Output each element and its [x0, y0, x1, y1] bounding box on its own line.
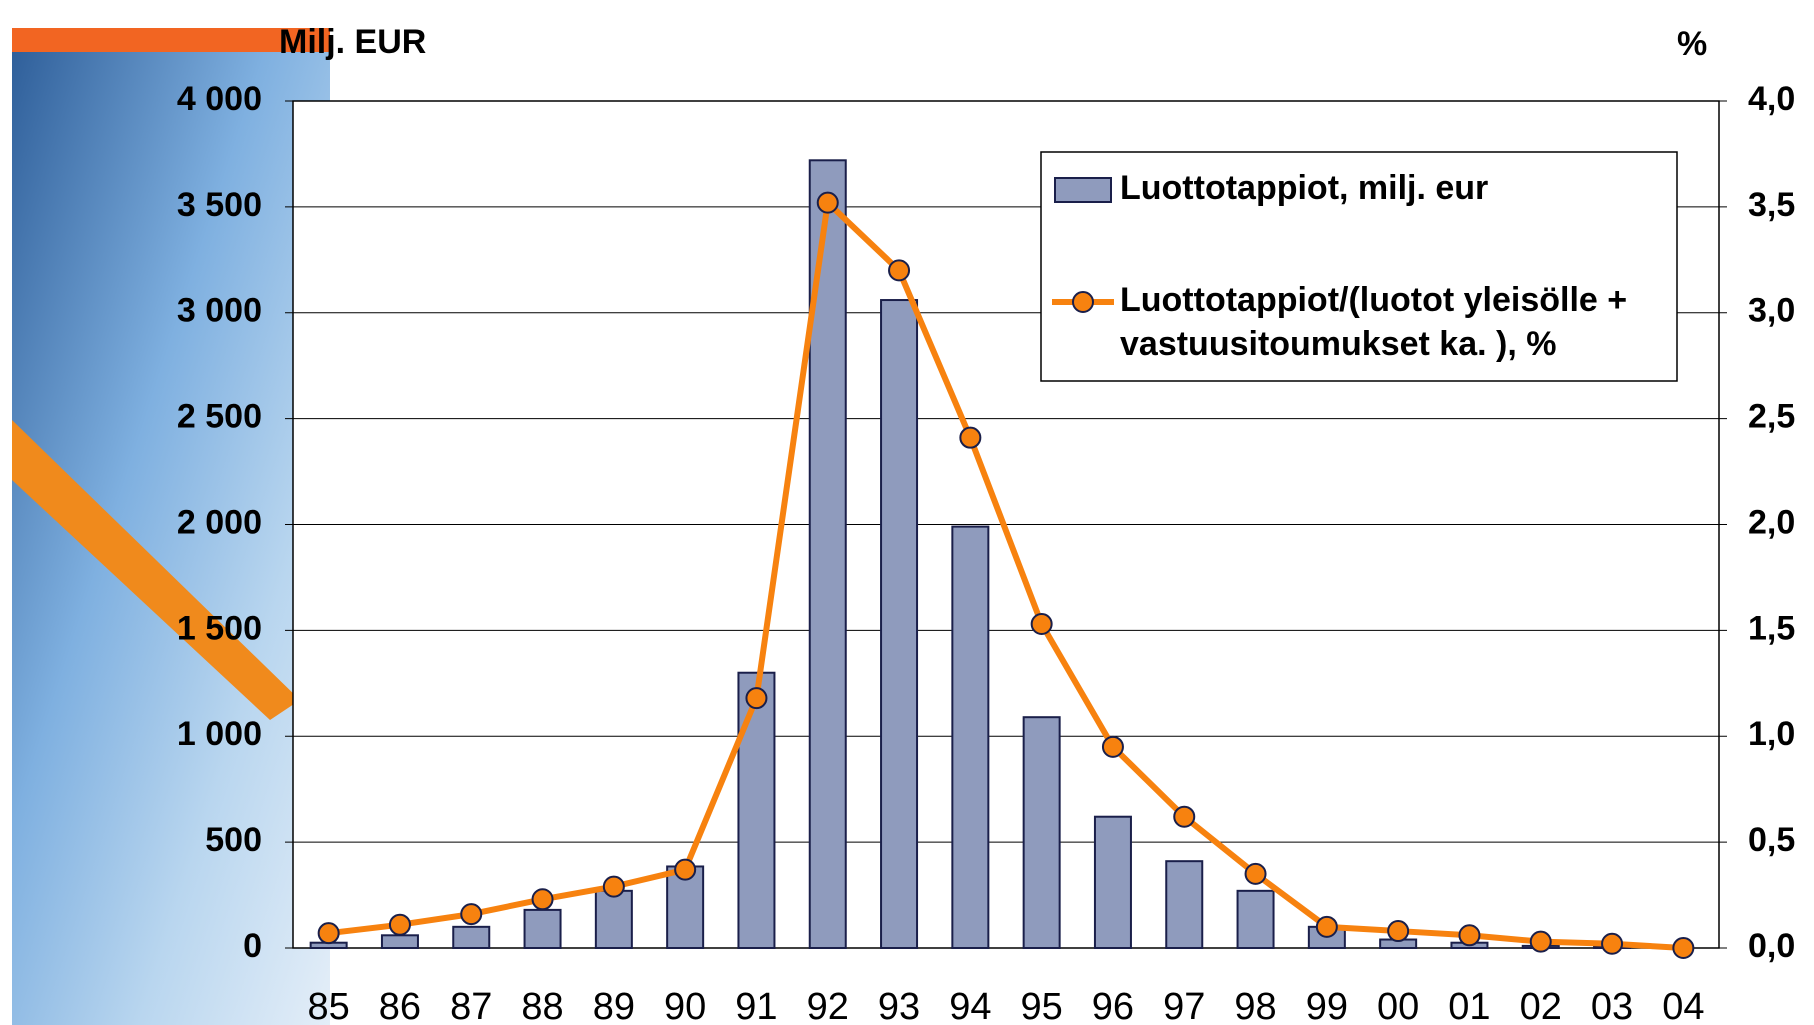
- y-axis-label: Milj. EUR: [279, 23, 426, 61]
- line-marker: [388, 913, 411, 936]
- legend-label: vastuusitoumukset ka. ), %: [1120, 325, 1556, 363]
- line-marker: [745, 687, 768, 710]
- x-tick-label: 00: [1377, 986, 1419, 1025]
- x-tick-label: 91: [735, 986, 777, 1025]
- y-tick-label: 3 500: [177, 186, 262, 224]
- line-marker: [1387, 920, 1410, 943]
- line-marker: [1672, 937, 1695, 959]
- y-tick-label: 500: [205, 821, 262, 859]
- line: [328, 199, 1684, 951]
- bar: [594, 889, 633, 950]
- legend-label: Luottotappiot/(luotot yleisölle +: [1120, 281, 1627, 319]
- y-tick-label: 2 000: [177, 503, 262, 541]
- bar: [1022, 716, 1061, 949]
- bar: [380, 934, 419, 949]
- line-marker: [1244, 862, 1267, 885]
- x-tick-label: 99: [1306, 986, 1348, 1025]
- x-tick-label: 94: [949, 986, 991, 1025]
- bar: [880, 299, 919, 950]
- line-marker: [460, 903, 483, 926]
- line-marker: [1315, 915, 1338, 938]
- bar: [737, 671, 776, 949]
- bar: [951, 525, 990, 949]
- line-marker: [317, 922, 340, 945]
- x-tick-label: 01: [1448, 986, 1490, 1025]
- line-marker: [531, 888, 554, 911]
- line-marker: [959, 426, 982, 449]
- orange-band: [12, 28, 330, 52]
- x-tick-label: 88: [521, 986, 563, 1025]
- line-marker: [674, 858, 697, 881]
- line-marker: [816, 191, 839, 214]
- x-tick-label: 86: [379, 986, 421, 1025]
- background-image: [12, 50, 330, 1025]
- y2-tick-label: 2,5: [1748, 398, 1795, 436]
- line-marker: [888, 259, 911, 282]
- y-tick-label: 2 500: [177, 398, 262, 436]
- legend-label: Luottotappiot, milj. eur: [1120, 169, 1488, 207]
- bar: [452, 925, 491, 950]
- y2-tick-label: 1,5: [1748, 609, 1795, 647]
- bar: [1236, 889, 1275, 950]
- line-marker: [1601, 932, 1624, 955]
- legend-swatch: [1054, 177, 1112, 203]
- x-tick-label: 90: [664, 986, 706, 1025]
- legend-box: [1040, 151, 1678, 382]
- bar: [1093, 815, 1132, 950]
- y2-tick-label: 1,0: [1748, 715, 1795, 753]
- x-tick-label: 04: [1662, 986, 1704, 1025]
- x-tick-label: 89: [593, 986, 635, 1025]
- x-tick-label: 93: [878, 986, 920, 1025]
- line-marker: [1101, 735, 1124, 758]
- y2-tick-label: 0,0: [1748, 927, 1795, 965]
- y-tick-label: 0: [243, 927, 262, 965]
- y-tick-label: 3 000: [177, 292, 262, 330]
- y2-axis-label: %: [1677, 25, 1707, 63]
- line-marker: [602, 875, 625, 898]
- x-tick-label: 02: [1520, 986, 1562, 1025]
- y2-tick-label: 2,0: [1748, 503, 1795, 541]
- y2-tick-label: 0,5: [1748, 821, 1795, 859]
- y2-tick-label: 4,0: [1748, 80, 1795, 118]
- x-tick-label: 87: [450, 986, 492, 1025]
- line-marker: [1458, 924, 1481, 947]
- y2-tick-label: 3,5: [1748, 186, 1795, 224]
- x-tick-label: 98: [1234, 986, 1276, 1025]
- line-marker: [1030, 613, 1053, 636]
- line-marker: [1173, 805, 1196, 828]
- x-tick-label: 97: [1163, 986, 1205, 1025]
- y-tick-label: 1 500: [177, 609, 262, 647]
- x-tick-label: 03: [1591, 986, 1633, 1025]
- bar: [523, 908, 562, 950]
- pencil: [12, 420, 300, 720]
- x-tick-label: 96: [1092, 986, 1134, 1025]
- x-tick-label: 92: [807, 986, 849, 1025]
- line-marker: [1529, 930, 1552, 953]
- legend-marker: [1072, 291, 1094, 313]
- bar: [1165, 860, 1204, 949]
- x-tick-label: 85: [308, 986, 350, 1025]
- y-tick-label: 4 000: [177, 80, 262, 118]
- y2-tick-label: 3,0: [1748, 292, 1795, 330]
- x-tick-label: 95: [1021, 986, 1063, 1025]
- y-tick-label: 1 000: [177, 715, 262, 753]
